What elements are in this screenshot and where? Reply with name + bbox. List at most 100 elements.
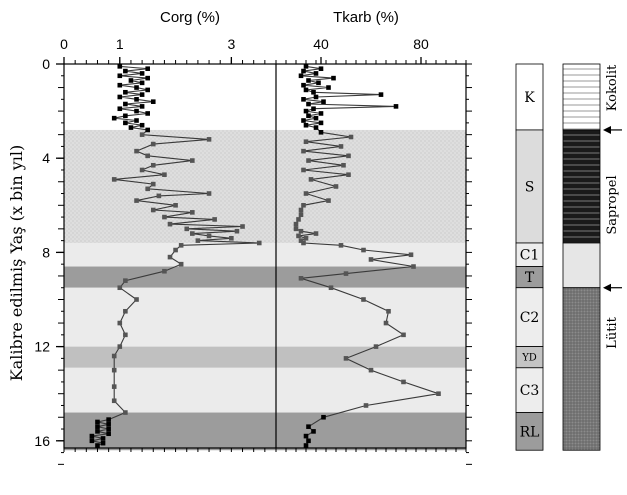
data-series [89,64,441,448]
depth-band [64,367,466,413]
depth-band [64,412,466,451]
data-point [408,252,414,258]
data-point [95,443,100,448]
data-point [145,75,150,81]
x-tick-label: 3 [227,36,235,52]
lithology-label: Lütit [605,316,620,348]
data-point [123,113,128,119]
lithology-label: Sapropel [605,175,620,234]
data-point [150,141,156,147]
data-point [303,191,309,196]
data-point [326,85,331,90]
data-point [162,172,167,177]
unit-label: C3 [520,383,540,399]
y-axis: 0 4 8 12 16 [34,56,472,465]
depth-band [64,266,466,288]
data-point [145,186,150,192]
x-tick-label: 1 [116,36,124,52]
x-axes: 0 1 3 40 80 [60,36,467,452]
unit-cell [515,412,544,451]
data-point [401,332,406,338]
data-point [106,417,111,422]
data-point [184,226,190,232]
data-point [111,353,117,359]
unit-label: C1 [520,248,540,264]
data-point [343,271,349,276]
depth-band [64,129,466,243]
panel-title-tkarb: Tkarb (%) [333,9,399,26]
data-point [95,424,100,429]
boundary-arrow-icon [603,125,611,134]
data-point [117,106,123,112]
data-point [303,235,309,241]
data-point [306,438,311,444]
data-point [311,106,316,112]
data-point [296,233,301,239]
data-point [240,224,245,229]
data-point [111,177,117,182]
data-point [303,64,309,69]
unit-label: YD [521,353,537,364]
data-point [128,78,134,83]
y-axis-label: Kalibre edilmiş Yaş (x bin yıl) [7,145,26,381]
y-tick-label: 0 [42,56,50,72]
data-point [306,78,311,83]
data-point [306,424,311,429]
data-point [298,238,304,243]
data-point [313,125,319,130]
data-point [298,207,304,213]
data-point [139,80,145,86]
lithology-cell [562,242,601,289]
data-point [393,104,399,109]
data-point [117,285,123,291]
data-point [167,254,173,260]
data-point [134,198,139,203]
data-point [173,247,178,253]
lithology-cell [562,129,601,244]
data-point [100,436,106,441]
data-point [318,111,324,116]
data-point [333,184,339,189]
data-point [321,99,326,104]
data-point [293,221,299,227]
data-point [95,419,100,425]
data-point [303,443,309,448]
lithology-cell [562,287,601,451]
data-point [328,285,334,291]
data-point [301,167,306,173]
data-point [106,426,111,432]
data-point [318,120,324,126]
data-point [301,82,306,88]
data-point [338,243,344,248]
data-point [139,92,145,97]
data-point [106,431,111,437]
data-point [301,118,306,123]
data-point [303,139,309,145]
data-point [95,429,100,434]
lithology-cell [562,63,601,131]
data-point [139,71,145,76]
data-point [123,89,128,95]
data-point [386,308,391,314]
data-point [361,247,366,253]
data-point [206,233,212,239]
boundary-arrow-icon [603,283,611,292]
data-point [190,158,195,163]
data-point [134,118,139,123]
data-point [190,210,195,215]
data-point [363,403,369,408]
data-point [123,278,128,283]
x-tick-label: 80 [413,36,429,52]
data-point [318,66,324,72]
data-point [117,73,123,79]
y-tick-label: 12 [34,339,50,355]
data-point [306,101,311,107]
data-point [301,148,306,154]
data-point [411,264,416,269]
data-point [303,122,309,128]
data-point [178,261,184,267]
data-point [331,75,336,81]
data-point [145,111,150,116]
data-point [139,132,145,137]
